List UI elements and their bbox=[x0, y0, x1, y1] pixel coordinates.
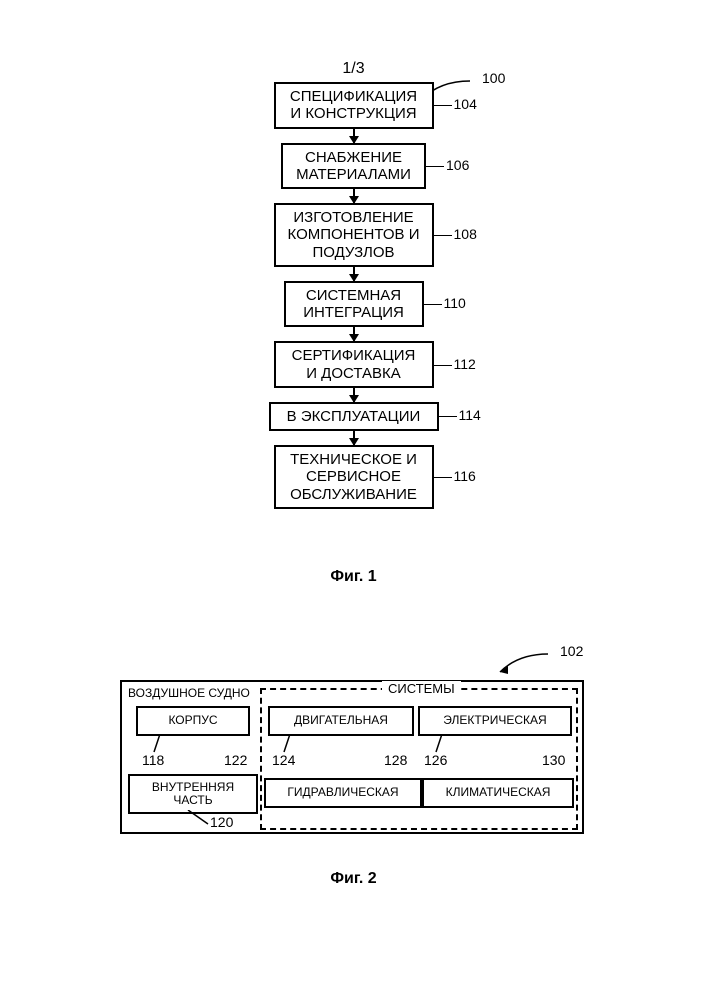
ref-102: 102 bbox=[560, 643, 583, 659]
flow-box-110: СИСТЕМНАЯИНТЕГРАЦИЯ bbox=[284, 281, 424, 328]
flow-box-114: В ЭКСПЛУАТАЦИИ bbox=[269, 402, 439, 431]
box-climate: КЛИМАТИЧЕСКАЯ bbox=[422, 778, 574, 808]
flow-box-line: В ЭКСПЛУАТАЦИИ bbox=[281, 408, 427, 425]
ref-128: 128 bbox=[384, 752, 407, 768]
ref-116: 116 bbox=[454, 468, 476, 484]
box-engine: ДВИГАТЕЛЬНАЯ bbox=[268, 706, 414, 736]
flow-box-line: СИСТЕМНАЯ bbox=[296, 287, 412, 304]
flow-box-line: ОБСЛУЖИВАНИЕ bbox=[286, 486, 422, 503]
ref-126: 126 bbox=[424, 752, 447, 768]
arrow-down bbox=[353, 189, 355, 203]
ref-112: 112 bbox=[454, 356, 476, 372]
arrow-down bbox=[353, 388, 355, 402]
ref-114: 114 bbox=[459, 407, 481, 423]
flow-box-line: ПОДУЗЛОВ bbox=[286, 244, 422, 261]
ref-104: 104 bbox=[454, 96, 477, 112]
lead-line-108 bbox=[434, 235, 452, 236]
ref-110: 110 bbox=[444, 295, 466, 311]
flowchart: СПЕЦИФИКАЦИЯИ КОНСТРУКЦИЯ СНАБЖЕНИЕМАТЕРИ… bbox=[0, 82, 707, 509]
page: 1/3 100 СПЕЦИФИКАЦИЯИ КОНСТРУКЦИЯСНАБЖЕН… bbox=[0, 0, 707, 1000]
flow-box-line: ТЕХНИЧЕСКОЕ И bbox=[286, 451, 422, 468]
flow-box-106: СНАБЖЕНИЕМАТЕРИАЛАМИ bbox=[281, 143, 426, 190]
arrow-down bbox=[353, 267, 355, 281]
flow-box-line: СЕРТИФИКАЦИЯ bbox=[286, 347, 422, 364]
box-korpus-label: КОРПУС bbox=[168, 714, 217, 727]
box-electric-label: ЭЛЕКТРИЧЕСКАЯ bbox=[443, 714, 546, 727]
arrow-down bbox=[353, 327, 355, 341]
lead-120 bbox=[182, 810, 212, 830]
lead-line-114 bbox=[439, 416, 457, 417]
flow-box-112: СЕРТИФИКАЦИЯИ ДОСТАВКА bbox=[274, 341, 434, 388]
flow-box-line: МАТЕРИАЛАМИ bbox=[293, 166, 414, 183]
box-korpus: КОРПУС bbox=[136, 706, 250, 736]
lead-line-116 bbox=[434, 477, 452, 478]
flow-box-line: КОМПОНЕНТОВ И bbox=[286, 226, 422, 243]
arrow-down bbox=[353, 129, 355, 143]
ref-118: 118 bbox=[142, 752, 164, 768]
flow-box-line: И ДОСТАВКА bbox=[286, 365, 422, 382]
page-number: 1/3 bbox=[0, 60, 707, 78]
lead-line-104 bbox=[434, 105, 452, 106]
lead-line-110 bbox=[424, 304, 442, 305]
flow-box-104: СПЕЦИФИКАЦИЯИ КОНСТРУКЦИЯ bbox=[274, 82, 434, 129]
box-inner-part-label: ВНУТРЕННЯЯЧАСТЬ bbox=[152, 781, 234, 807]
flow-box-108: ИЗГОТОВЛЕНИЕКОМПОНЕНТОВ ИПОДУЗЛОВ bbox=[274, 203, 434, 267]
lead-line-106 bbox=[426, 166, 444, 167]
box-hydraulic: ГИДРАВЛИЧЕСКАЯ bbox=[264, 778, 422, 808]
flow-box-line: СЕРВИСНОЕ bbox=[286, 468, 422, 485]
box-electric: ЭЛЕКТРИЧЕСКАЯ bbox=[418, 706, 572, 736]
inner-title: СИСТЕМЫ bbox=[382, 681, 461, 696]
fig1-caption: Фиг. 1 bbox=[0, 568, 707, 586]
ref-108: 108 bbox=[454, 226, 477, 242]
flow-box-116: ТЕХНИЧЕСКОЕ ИСЕРВИСНОЕОБСЛУЖИВАНИЕ bbox=[274, 445, 434, 509]
block-outer: ВОЗДУШНОЕ СУДНО КОРПУС 118 122 ВНУТРЕННЯ… bbox=[120, 680, 584, 834]
flow-box-line: СПЕЦИФИКАЦИЯ bbox=[286, 88, 422, 105]
flow-box-line: ИЗГОТОВЛЕНИЕ bbox=[286, 209, 422, 226]
lead-line-112 bbox=[434, 365, 452, 366]
ref-106: 106 bbox=[446, 157, 469, 173]
ref-124: 124 bbox=[272, 752, 295, 768]
box-inner-part: ВНУТРЕННЯЯЧАСТЬ bbox=[128, 774, 258, 814]
flow-box-line: ИНТЕГРАЦИЯ bbox=[296, 304, 412, 321]
flow-box-line: СНАБЖЕНИЕ bbox=[293, 149, 414, 166]
flow-box-line: И КОНСТРУКЦИЯ bbox=[286, 105, 422, 122]
ref-120: 120 bbox=[210, 814, 233, 830]
box-engine-label: ДВИГАТЕЛЬНАЯ bbox=[294, 714, 388, 727]
outer-title: ВОЗДУШНОЕ СУДНО bbox=[128, 686, 250, 700]
arrow-down bbox=[353, 431, 355, 445]
ref-130: 130 bbox=[542, 752, 565, 768]
ref-122: 122 bbox=[224, 752, 247, 768]
fig2-caption: Фиг. 2 bbox=[0, 870, 707, 888]
box-climate-label: КЛИМАТИЧЕСКАЯ bbox=[446, 786, 551, 799]
box-hydraulic-label: ГИДРАВЛИЧЕСКАЯ bbox=[287, 786, 398, 799]
pointer-arrow-102 bbox=[498, 648, 558, 678]
